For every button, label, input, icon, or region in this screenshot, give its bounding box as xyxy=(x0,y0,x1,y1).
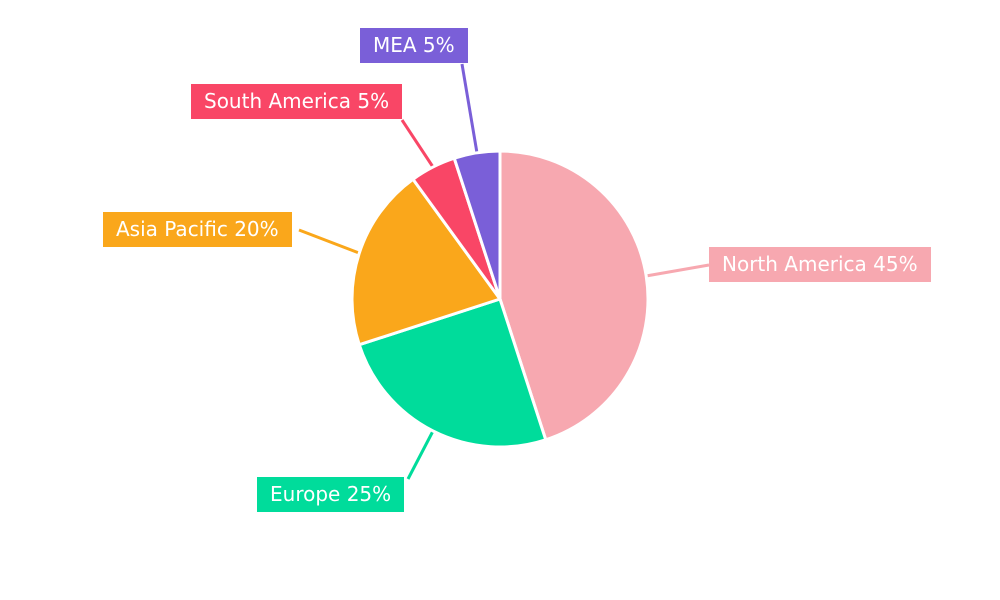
pie-slice-north-america[interactable] xyxy=(498,149,650,442)
leader-line-north-america xyxy=(645,263,710,278)
slice-label-asia-pacific: Asia Pacific 20% xyxy=(103,212,292,247)
leader-line-asia-pacific xyxy=(298,228,360,255)
slice-label-north-america: North America 45% xyxy=(709,247,931,282)
slice-label-mea: MEA 5% xyxy=(360,28,468,63)
pie-slice-europe[interactable] xyxy=(357,297,548,449)
pie-slice-asia-pacific[interactable] xyxy=(350,177,502,347)
slice-label-europe: Europe 25% xyxy=(257,477,405,512)
pie-slice-mea[interactable] xyxy=(452,149,502,301)
leader-line-south-america xyxy=(400,119,435,168)
slice-label-south-america: South America 5% xyxy=(191,84,403,119)
leader-line-europe xyxy=(406,430,435,480)
leader-line-mea xyxy=(460,63,479,154)
